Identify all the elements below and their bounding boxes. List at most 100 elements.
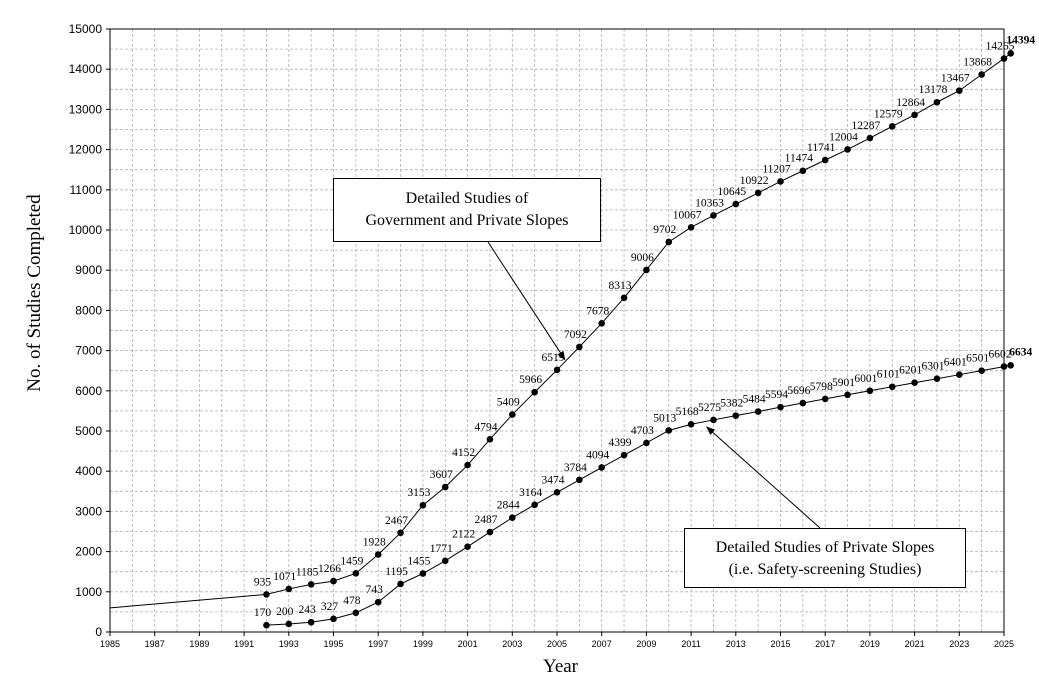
data-point xyxy=(844,146,851,153)
data-point xyxy=(710,212,717,219)
data-point xyxy=(307,618,315,626)
data-label: 5275 xyxy=(698,402,721,414)
data-point xyxy=(754,408,762,415)
data-label: 6602 xyxy=(989,349,1012,361)
x-tick-label: 2021 xyxy=(905,639,925,649)
data-label: 327 xyxy=(321,601,339,613)
data-label: 243 xyxy=(299,604,317,616)
data-label: 2487 xyxy=(474,514,497,526)
data-point xyxy=(352,609,360,617)
data-label: 9702 xyxy=(653,224,676,236)
data-point xyxy=(263,621,270,629)
data-label: 5966 xyxy=(519,374,542,386)
x-tick-label: 2003 xyxy=(502,639,522,649)
data-point xyxy=(888,123,896,130)
data-label: 4152 xyxy=(452,447,475,459)
y-tick-labels: 0 1000 2000 3000 4000 5000 6000 7000 8000 9000 100… xyxy=(69,22,103,639)
callout-government-line-1: Detailed Studies of xyxy=(405,190,529,207)
data-label: 5594 xyxy=(765,389,788,401)
data-label: 743 xyxy=(366,584,384,596)
y-tick-label: 13000 xyxy=(69,102,103,116)
data-label: 14394 xyxy=(1006,34,1035,46)
data-label: 9006 xyxy=(631,252,654,264)
data-point xyxy=(956,371,963,378)
data-label: 7678 xyxy=(586,305,609,317)
data-label: 2122 xyxy=(452,529,475,541)
data-point xyxy=(464,461,471,469)
data-point xyxy=(978,71,985,78)
data-point xyxy=(732,200,740,208)
data-point xyxy=(397,529,404,537)
data-point xyxy=(576,476,583,484)
series-line-1 xyxy=(109,52,1012,609)
y-tick-label: 7000 xyxy=(75,344,102,358)
data-point xyxy=(352,570,360,577)
data-label: 1928 xyxy=(363,536,386,548)
data-label: 200 xyxy=(276,606,294,618)
data-point xyxy=(1000,55,1008,62)
data-point xyxy=(285,585,293,593)
data-point xyxy=(509,411,516,418)
data-point xyxy=(598,320,605,327)
data-label: 5696 xyxy=(787,385,810,397)
x-tick-label: 2023 xyxy=(949,639,969,649)
data-label: 1459 xyxy=(340,555,363,567)
data-point xyxy=(486,435,494,443)
data-label: 4399 xyxy=(609,437,632,449)
data-point xyxy=(531,501,538,509)
arrow-private xyxy=(706,426,821,529)
data-label: 1455 xyxy=(407,556,430,568)
data-point xyxy=(1000,363,1008,370)
data-point xyxy=(777,403,784,411)
data-point xyxy=(687,224,695,231)
data-label: 11474 xyxy=(785,153,814,165)
data-label: 4794 xyxy=(474,421,497,433)
x-tick-label: 2013 xyxy=(726,639,746,649)
axes xyxy=(106,28,1005,636)
y-tick-label: 14000 xyxy=(69,62,103,76)
y-tick-label: 11000 xyxy=(70,183,103,197)
data-label: 6634 xyxy=(1009,346,1032,358)
data-label: 2844 xyxy=(497,500,520,512)
y-tick-label: 15000 xyxy=(69,22,103,36)
data-point xyxy=(374,598,382,606)
x-tick-label: 1991 xyxy=(234,639,254,649)
x-tick-label: 1995 xyxy=(323,639,343,649)
x-tick-label: 2019 xyxy=(860,639,880,649)
data-point xyxy=(821,395,829,403)
series-group xyxy=(109,50,1015,629)
data-point xyxy=(911,111,918,119)
data-label: 10645 xyxy=(717,186,746,198)
data-point xyxy=(687,420,695,428)
callout-private-line-1: Detailed Studies of Private Slopes xyxy=(715,539,935,556)
data-point xyxy=(419,501,427,509)
data-point xyxy=(307,581,315,588)
data-point xyxy=(956,87,963,94)
callout-government-private: Detailed Studies of Government and Priva… xyxy=(333,178,601,242)
x-tick-label: 2017 xyxy=(815,639,835,649)
data-point xyxy=(866,387,874,395)
y-tick-label: 4000 xyxy=(75,464,102,478)
data-label: 12864 xyxy=(896,97,925,109)
data-label: 7092 xyxy=(564,329,587,341)
x-tick-label: 1993 xyxy=(279,639,299,649)
data-point xyxy=(553,489,561,496)
data-label: 170 xyxy=(254,607,272,619)
data-label: 3153 xyxy=(407,487,430,499)
data-point xyxy=(732,412,740,419)
data-point xyxy=(821,156,829,164)
callout-government-line-2: Government and Private Slopes xyxy=(365,212,569,229)
data-point xyxy=(598,464,605,471)
x-tick-label: 1985 xyxy=(100,639,120,649)
data-label: 5798 xyxy=(810,381,833,393)
data-label: 1195 xyxy=(385,566,408,578)
data-point xyxy=(620,451,628,459)
data-point xyxy=(911,379,918,387)
data-point xyxy=(441,483,449,491)
data-label: 13467 xyxy=(941,73,970,85)
arrow-government xyxy=(487,241,566,361)
data-label: 1071 xyxy=(273,571,296,583)
data-point xyxy=(665,238,673,246)
data-label: 6501 xyxy=(966,353,989,365)
